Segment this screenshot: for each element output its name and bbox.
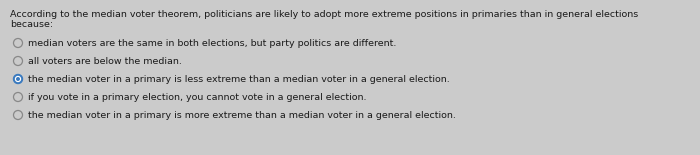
Text: According to the median voter theorem, politicians are likely to adopt more extr: According to the median voter theorem, p…	[10, 10, 638, 19]
Text: median voters are the same in both elections, but party politics are different.: median voters are the same in both elect…	[28, 38, 396, 47]
Text: all voters are below the median.: all voters are below the median.	[28, 57, 182, 66]
Circle shape	[13, 75, 22, 84]
Circle shape	[15, 77, 20, 82]
Text: if you vote in a primary election, you cannot vote in a general election.: if you vote in a primary election, you c…	[28, 93, 367, 102]
Text: the median voter in a primary is more extreme than a median voter in a general e: the median voter in a primary is more ex…	[28, 111, 456, 120]
Circle shape	[17, 78, 20, 80]
Text: the median voter in a primary is less extreme than a median voter in a general e: the median voter in a primary is less ex…	[28, 75, 449, 84]
Text: because:: because:	[10, 20, 53, 29]
